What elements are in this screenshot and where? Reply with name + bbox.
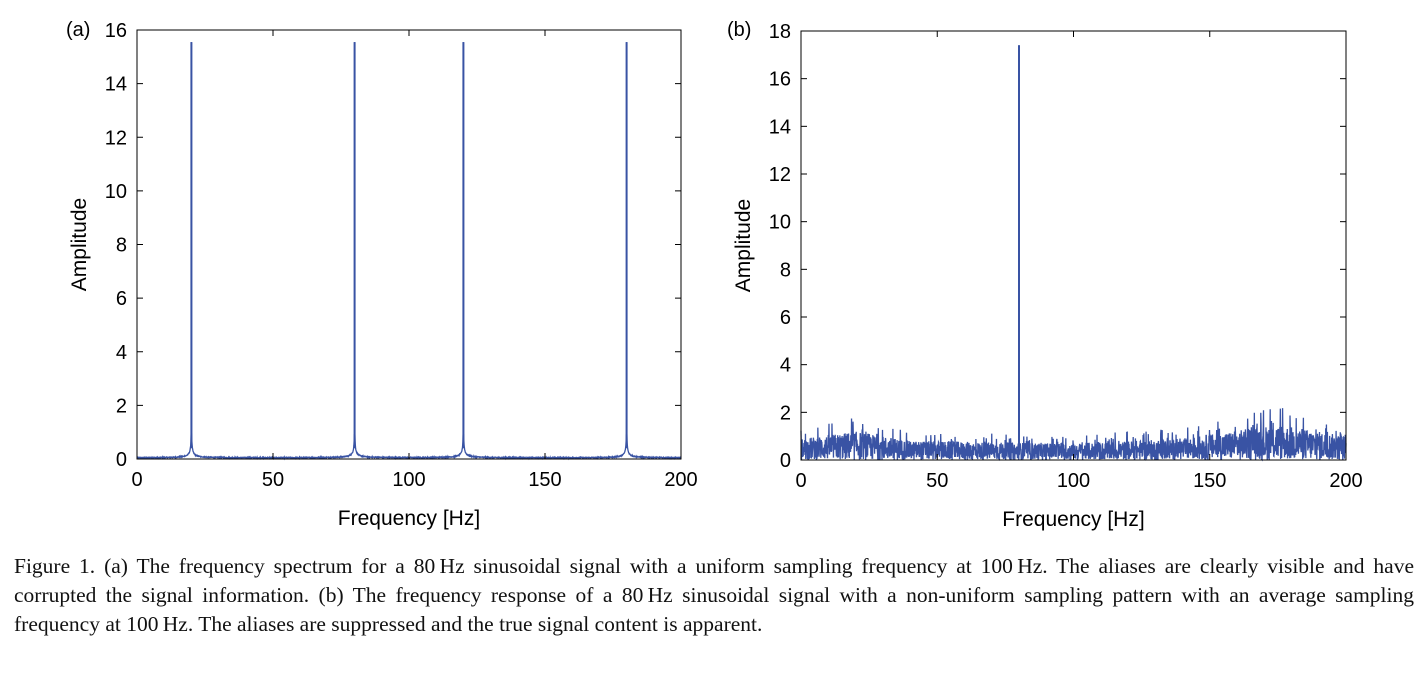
panel-label: (a) (66, 19, 90, 41)
y-axis-label: Amplitude (732, 199, 755, 292)
x-tick-label: 0 (131, 469, 142, 491)
x-tick-label: 0 (795, 470, 806, 492)
y-tick-label: 16 (769, 69, 791, 91)
spectrum-series-line (136, 42, 682, 461)
y-tick-label: 4 (780, 355, 791, 377)
chart-panel-a: 0 50 100 150 200 0 2 4 6 8 10 12 14 16 Frequency [Hz] A… (66, 19, 698, 530)
y-tick-label: 4 (116, 342, 127, 364)
y-tick-label: 8 (116, 235, 127, 257)
y-tick-label: 6 (116, 288, 127, 310)
y-tick-label: 0 (780, 450, 791, 472)
y-tick-label: 12 (105, 127, 127, 149)
y-tick-label: 12 (769, 164, 791, 186)
y-tick-label: 2 (780, 402, 791, 424)
figure-caption: Figure 1. (a) The frequency spectrum for… (14, 554, 1414, 636)
y-tick-label: 10 (105, 181, 127, 203)
x-axis-label: Frequency [Hz] (1002, 508, 1144, 531)
panel-label: (b) (727, 19, 751, 41)
y-tick-label: 2 (116, 395, 127, 417)
y-axis-label: Amplitude (68, 198, 91, 291)
x-tick-label: 200 (664, 469, 697, 491)
spectrum-series-line (800, 45, 1347, 462)
x-tick-label: 150 (1193, 470, 1226, 492)
plot-frame (136, 29, 682, 460)
plot-frame (800, 30, 1347, 461)
chart-panel-b: 0 50 100 150 200 0 2 4 6 8 10 12 14 16 18 Frequency [Hz… (727, 19, 1363, 531)
x-tick-label: 50 (926, 470, 948, 492)
y-tick-label: 8 (780, 259, 791, 281)
y-tick-label: 10 (769, 212, 791, 234)
x-axis-label: Frequency [Hz] (338, 507, 480, 530)
x-tick-label: 100 (392, 469, 425, 491)
x-tick-label: 200 (1329, 470, 1362, 492)
x-tick-label: 50 (262, 469, 284, 491)
y-tick-label: 18 (769, 21, 791, 43)
y-tick-label: 14 (105, 74, 127, 96)
x-tick-label: 150 (528, 469, 561, 491)
x-tick-label: 100 (1057, 470, 1090, 492)
y-tick-label: 14 (769, 116, 791, 138)
y-tick-label: 0 (116, 449, 127, 471)
y-tick-label: 16 (105, 20, 127, 42)
y-tick-label: 6 (780, 307, 791, 329)
